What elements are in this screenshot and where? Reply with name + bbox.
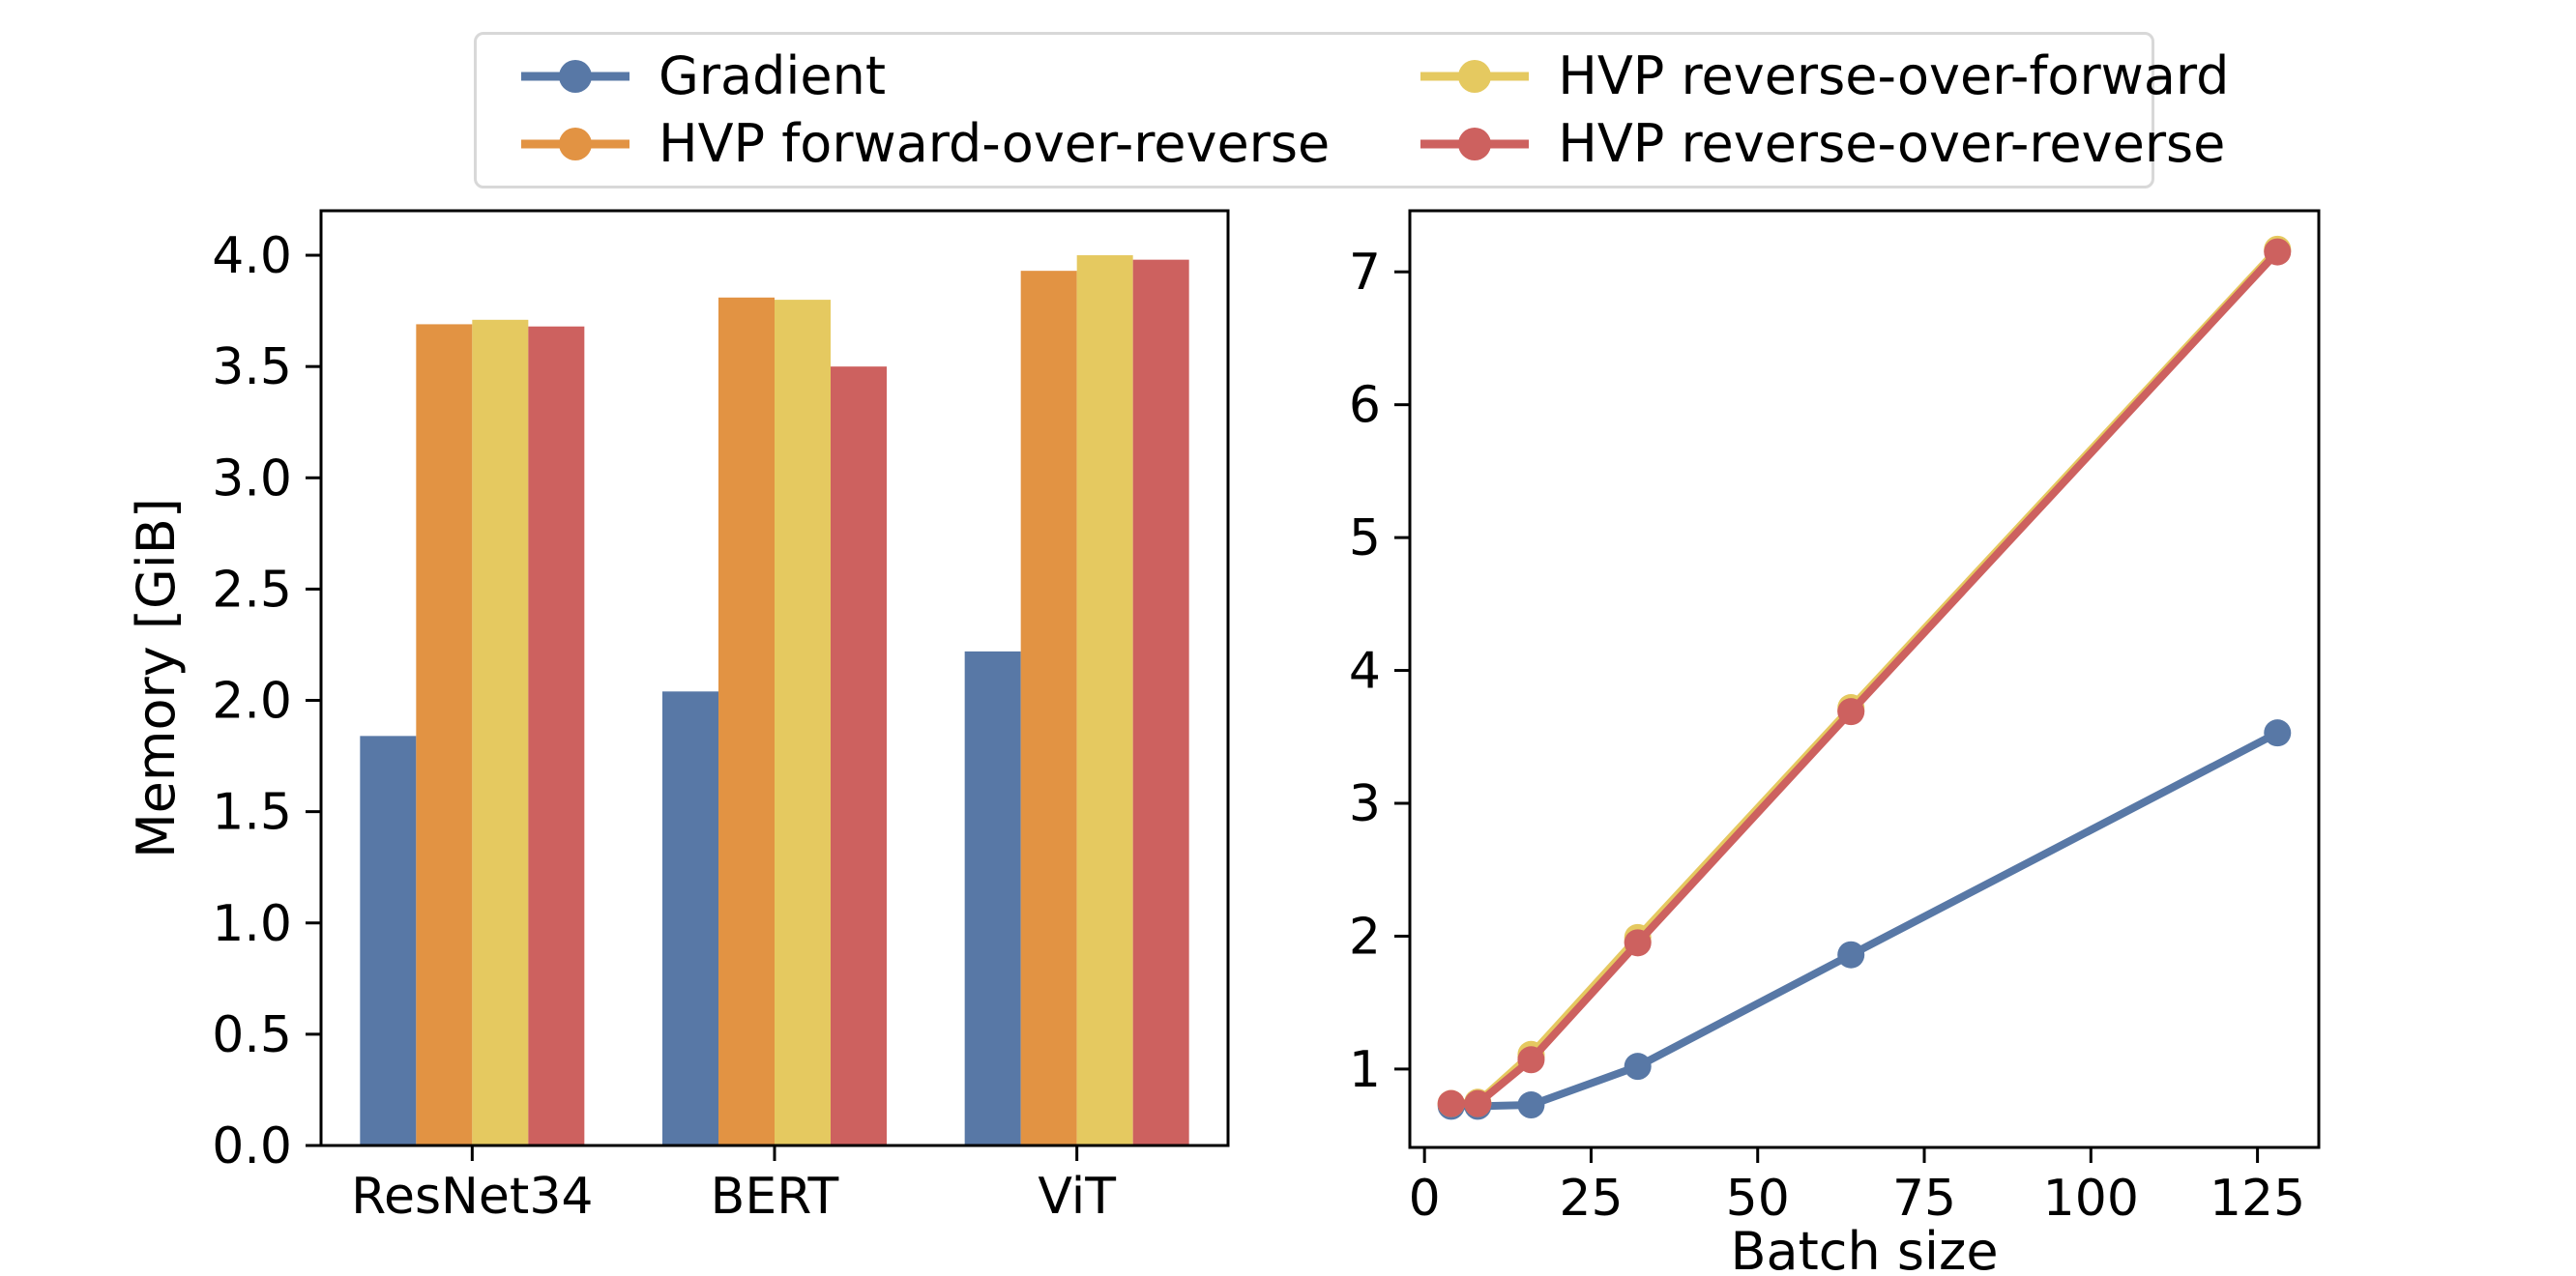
y-tick-label: 5 — [1349, 509, 1381, 567]
legend-dot-icon — [1458, 60, 1492, 93]
legend-item-hvp-forward-over-reverse: HVP forward-over-reverse — [517, 118, 1330, 170]
category-label: ResNet34 — [351, 1168, 593, 1226]
legend-marker-icon — [521, 60, 629, 93]
y-tick-label: 4.0 — [212, 227, 292, 285]
data-point-marker-hvp-reverse-over-reverse — [1464, 1089, 1492, 1117]
data-point-marker-gradient — [1517, 1091, 1545, 1119]
legend: Gradient HVP forward-over-reverse HVP reve… — [474, 32, 2229, 188]
x-axis-label: Batch size — [1730, 1221, 1998, 1276]
y-tick-label: 2.0 — [212, 673, 292, 731]
legend-item-label: HVP reverse-over-forward — [1558, 45, 2230, 106]
data-point-marker-hvp-reverse-over-reverse — [1624, 929, 1652, 957]
bar-hvp-reverse-over-reverse-bert — [831, 366, 887, 1146]
batch-size-line-chart: 1 2 3 4 5 6 7 0 25 50 75 100 125 Batch size — [1349, 209, 2321, 1276]
bar-gradient-vit — [964, 651, 1021, 1146]
bar-hvp-reverse-over-forward-bert — [775, 300, 831, 1146]
bar-hvp-reverse-over-forward-vit — [1076, 255, 1133, 1146]
x-tick-label: 0 — [1409, 1170, 1441, 1228]
legend-item-hvp-reverse-over-reverse: HVP reverse-over-reverse — [1417, 118, 2229, 170]
legend-item-label: HVP reverse-over-reverse — [1558, 113, 2226, 174]
legend-item-gradient: Gradient — [517, 50, 1330, 102]
axes-spine — [1408, 209, 2321, 1149]
y-tick-label: 7 — [1349, 244, 1381, 302]
data-point-marker-gradient — [1837, 941, 1865, 969]
x-tick-label: 50 — [1726, 1170, 1790, 1228]
legend-dot-icon — [559, 128, 592, 160]
bar-gradient-bert — [662, 691, 718, 1146]
data-point-marker-hvp-reverse-over-reverse — [2264, 238, 2292, 266]
data-line-hvp-reverse-over-forward — [1447, 245, 2282, 1108]
y-tick-label: 3.0 — [212, 450, 292, 508]
y-tick-label: 3 — [1349, 775, 1381, 833]
bar-hvp-reverse-over-reverse-vit — [1132, 259, 1189, 1146]
x-tick-label: 75 — [1892, 1170, 1956, 1228]
legend-marker-icon — [521, 128, 629, 160]
data-point-marker-gradient — [2264, 719, 2292, 747]
x-tick-label: 25 — [1559, 1170, 1623, 1228]
y-tick-label: 0.0 — [212, 1117, 292, 1175]
y-tick-label: 2 — [1349, 908, 1381, 966]
data-point-marker-hvp-reverse-over-reverse — [1837, 698, 1865, 726]
memory-bar-chart: 0.0 0.5 1.0 1.5 2.0 2.5 3.0 3.5 4.0 ResNet34 BERT V… — [126, 209, 1230, 1226]
y-tick-label: 3.5 — [212, 338, 292, 396]
bar-hvp-reverse-over-reverse-resnet34 — [528, 326, 585, 1146]
y-tick-label: 2.5 — [212, 561, 292, 619]
bar-hvp-forward-over-reverse-vit — [1020, 271, 1077, 1146]
data-point-marker-gradient — [1624, 1053, 1652, 1081]
data-point-marker-hvp-reverse-over-reverse — [1437, 1089, 1465, 1117]
bar-hvp-reverse-over-forward-resnet34 — [472, 319, 529, 1146]
legend-dot-icon — [559, 60, 592, 93]
bar-hvp-forward-over-reverse-resnet34 — [416, 324, 473, 1146]
x-tick-label: 125 — [2210, 1170, 2305, 1228]
y-axis-label: Memory [GiB] — [126, 498, 187, 858]
y-tick-label: 6 — [1349, 377, 1381, 435]
legend-item-hvp-reverse-over-forward: HVP reverse-over-forward — [1417, 50, 2229, 102]
legend-item-label: Gradient — [659, 45, 887, 106]
data-point-marker-hvp-reverse-over-reverse — [1517, 1046, 1545, 1074]
bar-hvp-forward-over-reverse-bert — [718, 297, 775, 1146]
legend-marker-icon — [1420, 128, 1530, 160]
y-tick-label: 0.5 — [212, 1006, 292, 1064]
category-label: ViT — [1038, 1168, 1116, 1226]
y-tick-label: 1 — [1349, 1041, 1381, 1099]
legend-item-label: HVP forward-over-reverse — [659, 113, 1331, 174]
x-tick-label: 100 — [2043, 1170, 2139, 1228]
y-tick-label: 1.0 — [212, 895, 292, 953]
category-label: BERT — [711, 1168, 839, 1226]
y-tick-label: 1.5 — [212, 784, 292, 842]
data-line-gradient — [1447, 729, 2282, 1111]
legend-marker-icon — [1420, 60, 1530, 93]
y-tick-label: 4 — [1349, 643, 1381, 701]
legend-dot-icon — [1458, 128, 1492, 160]
bar-gradient-resnet34 — [360, 736, 417, 1146]
